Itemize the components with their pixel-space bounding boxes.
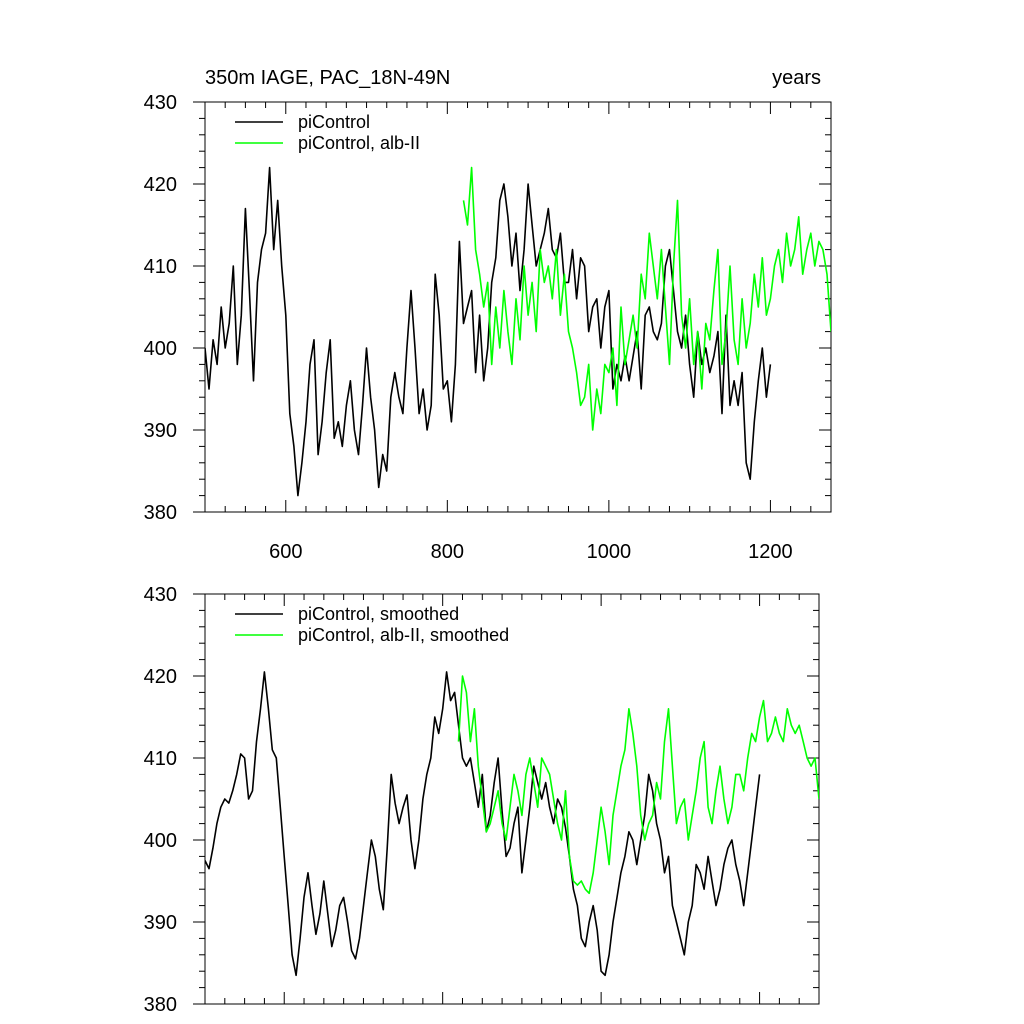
x-unit-label: years	[772, 67, 821, 89]
legend-label: piControl, alb-II, smoothed	[298, 625, 509, 645]
y-tick-label: 380	[144, 502, 177, 524]
y-tick-label: 390	[144, 912, 177, 934]
y-tick-label: 430	[144, 584, 177, 606]
panel-2	[193, 593, 820, 1005]
y-tick-label: 420	[144, 666, 177, 688]
x-tick-label: 800	[431, 541, 464, 563]
chart-title: 350m IAGE, PAC_18N-49N	[205, 67, 450, 89]
y-tick-label: 380	[144, 994, 177, 1016]
y-tick-label: 400	[144, 830, 177, 852]
series-line-picontrol	[205, 671, 761, 977]
y-tick-label: 420	[144, 174, 177, 196]
legend-label: piControl, smoothed	[298, 604, 459, 624]
legend-label: piControl	[298, 112, 370, 132]
plot-frame	[204, 593, 820, 1005]
panel-1	[193, 101, 832, 513]
y-tick-label: 390	[144, 420, 177, 442]
y-tick-label: 430	[144, 92, 177, 114]
y-tick-label: 400	[144, 338, 177, 360]
series-line-picontrol-alb-ii	[462, 166, 831, 431]
legend-label: piControl, alb-II	[298, 133, 420, 153]
x-tick-label: 1200	[748, 541, 793, 563]
series-line-picontrol	[205, 166, 772, 497]
y-tick-label: 410	[144, 748, 177, 770]
series-line-picontrol-alb-ii	[457, 675, 819, 895]
y-tick-label: 410	[144, 256, 177, 278]
x-tick-label: 600	[269, 541, 302, 563]
plot-frame	[204, 101, 832, 513]
x-tick-label: 1000	[587, 541, 632, 563]
